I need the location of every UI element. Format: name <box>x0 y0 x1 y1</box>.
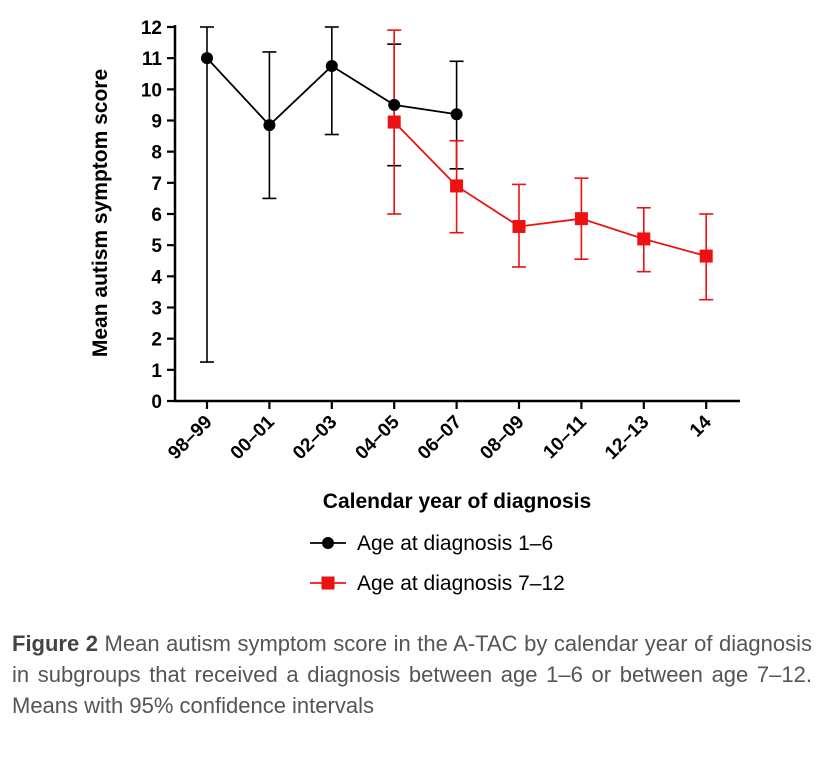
y-tick-label: 1 <box>151 361 162 382</box>
legend-label: Age at diagnosis 7–12 <box>357 572 565 595</box>
x-tick-label: 06–07 <box>414 412 466 464</box>
y-tick-label: 7 <box>151 174 162 195</box>
y-tick-label: 4 <box>151 267 162 288</box>
y-axis-label: Mean autism symptom score <box>89 69 112 357</box>
data-point <box>388 98 401 111</box>
data-point <box>263 119 276 132</box>
caption-text: Mean autism symptom score in the A-TAC b… <box>12 631 812 718</box>
data-point <box>512 219 526 233</box>
data-point <box>325 59 338 72</box>
x-tick-label: 00–01 <box>227 411 280 464</box>
y-tick-label: 11 <box>142 49 163 70</box>
x-tick-label: 98–99 <box>164 412 216 464</box>
data-point <box>387 115 401 129</box>
error-bars <box>200 26 714 363</box>
figure-caption: Figure 2 Mean autism symptom score in th… <box>12 628 812 721</box>
y-tick-label: 2 <box>151 330 162 351</box>
data-point <box>450 108 463 121</box>
figure-label: Figure 2 <box>12 631 99 656</box>
y-tick-label: 8 <box>151 143 162 164</box>
y-tick-label: 3 <box>151 299 162 320</box>
series-markers <box>201 52 713 263</box>
y-tick-label: 6 <box>151 205 162 226</box>
series-line <box>393 121 707 257</box>
y-tick-label: 9 <box>151 112 162 133</box>
legend: Age at diagnosis 1–6 Age at diagnosis 7–1… <box>310 532 565 595</box>
x-tick-label: 04–05 <box>352 411 405 464</box>
x-axis-label: Calendar year of diagnosis <box>323 490 591 513</box>
data-point <box>699 249 713 263</box>
legend-marker <box>322 537 334 549</box>
y-tick-label: 0 <box>151 392 162 413</box>
y-tick-label: 10 <box>141 80 162 101</box>
y-tick-label: 5 <box>151 236 162 257</box>
x-tick-label: 14 <box>686 411 716 441</box>
data-point <box>201 52 213 65</box>
x-tick-label: 10–11 <box>539 411 591 463</box>
data-point <box>574 212 588 226</box>
legend-marker <box>321 576 335 590</box>
data-point <box>450 179 464 193</box>
data-point <box>637 232 651 246</box>
x-tick-label: 02–03 <box>289 412 341 464</box>
legend-label: Age at diagnosis 1–6 <box>357 532 553 555</box>
y-tick-label: 12 <box>141 18 162 39</box>
x-tick-label: 12–13 <box>601 412 653 464</box>
x-tick-label: 08–09 <box>476 412 528 464</box>
